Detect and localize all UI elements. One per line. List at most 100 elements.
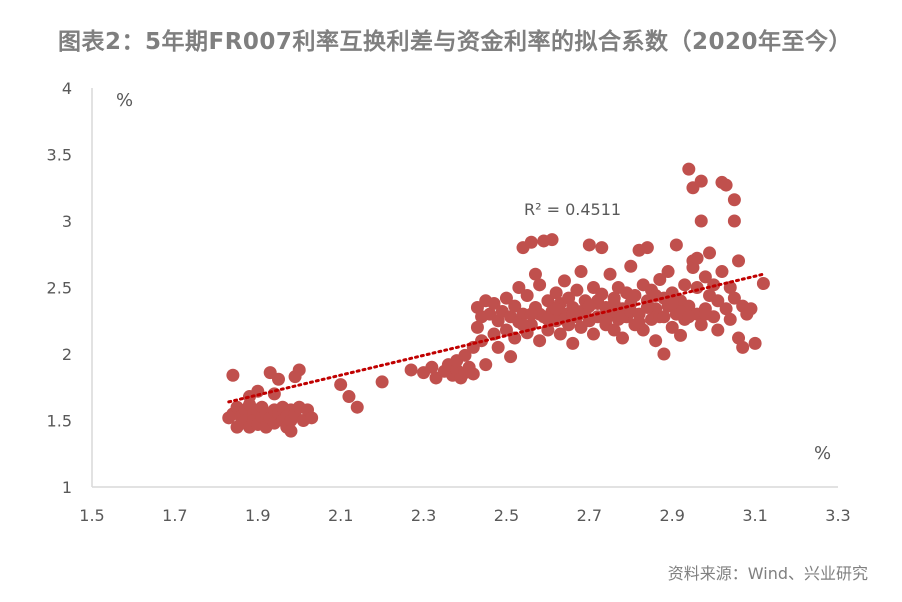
data-point bbox=[425, 360, 439, 374]
data-point bbox=[615, 331, 629, 345]
data-point bbox=[727, 291, 741, 305]
y-unit-label: % bbox=[116, 90, 133, 111]
data-point bbox=[545, 233, 559, 247]
data-point bbox=[566, 307, 580, 321]
data-point bbox=[736, 340, 750, 354]
data-point bbox=[466, 367, 480, 381]
data-point bbox=[657, 310, 671, 324]
data-point bbox=[504, 350, 518, 364]
data-point bbox=[508, 299, 522, 313]
x-tick-labels: 1.5 1.7 1.9 2.1 2.3 2.5 2.7 2.9 3.1 3.3 bbox=[79, 506, 850, 525]
y-tick-label: 2 bbox=[62, 345, 72, 364]
data-point bbox=[727, 214, 741, 228]
data-point bbox=[533, 278, 547, 292]
r-squared-annotation: R² = 0.4511 bbox=[524, 200, 621, 219]
data-point bbox=[624, 259, 638, 273]
data-point bbox=[342, 390, 356, 404]
data-point bbox=[524, 307, 538, 321]
data-point bbox=[711, 323, 725, 337]
x-tick-label: 1.7 bbox=[162, 506, 187, 525]
data-point bbox=[690, 251, 704, 265]
x-tick-label: 2.1 bbox=[328, 506, 353, 525]
data-point bbox=[470, 320, 484, 334]
data-point bbox=[698, 270, 712, 284]
data-point bbox=[305, 411, 319, 425]
data-point bbox=[292, 363, 306, 377]
x-tick-label: 2.9 bbox=[659, 506, 684, 525]
trendline bbox=[227, 272, 765, 404]
data-point bbox=[711, 294, 725, 308]
data-point bbox=[694, 214, 708, 228]
y-tick-label: 3 bbox=[62, 212, 72, 231]
data-point bbox=[649, 334, 663, 348]
data-point bbox=[582, 299, 596, 313]
x-tick-label: 3.3 bbox=[825, 506, 850, 525]
data-point bbox=[541, 294, 555, 308]
data-point bbox=[727, 193, 741, 207]
data-point bbox=[586, 327, 600, 341]
data-point bbox=[541, 312, 555, 326]
data-point bbox=[640, 241, 654, 255]
y-tick-label: 3.5 bbox=[47, 146, 72, 165]
data-point bbox=[512, 281, 526, 294]
data-point bbox=[599, 312, 613, 326]
x-tick-label: 3.1 bbox=[742, 506, 767, 525]
data-point bbox=[694, 318, 708, 332]
data-point bbox=[284, 424, 298, 438]
data-point bbox=[458, 348, 472, 362]
data-point bbox=[230, 420, 244, 434]
data-point bbox=[628, 288, 642, 302]
data-point bbox=[566, 336, 580, 350]
x-tick-label: 2.7 bbox=[577, 506, 602, 525]
chart-title: 图表2：5年期FR007利率互换利差与资金利率的拟合系数（2020年至今） bbox=[58, 29, 852, 55]
data-point bbox=[553, 327, 567, 341]
data-point bbox=[690, 281, 704, 294]
data-point bbox=[603, 267, 617, 281]
data-point bbox=[524, 235, 538, 249]
data-point bbox=[732, 254, 746, 268]
data-point bbox=[756, 277, 770, 291]
data-point bbox=[404, 363, 418, 377]
data-point bbox=[649, 288, 663, 302]
x-tick-label: 1.9 bbox=[245, 506, 270, 525]
data-point bbox=[499, 291, 513, 305]
data-point bbox=[570, 283, 584, 297]
data-point bbox=[661, 265, 675, 279]
data-point bbox=[582, 238, 596, 252]
x-unit-label: % bbox=[814, 443, 831, 464]
data-point bbox=[703, 246, 717, 260]
data-point bbox=[723, 312, 737, 326]
data-point bbox=[267, 387, 281, 401]
data-point bbox=[669, 238, 683, 252]
y-tick-label: 4 bbox=[62, 79, 72, 98]
data-point bbox=[719, 302, 733, 316]
data-point bbox=[653, 273, 667, 287]
data-point bbox=[665, 296, 679, 310]
data-point bbox=[682, 310, 696, 324]
x-tick-label: 1.5 bbox=[79, 506, 104, 525]
data-point bbox=[528, 267, 542, 281]
data-point bbox=[487, 296, 501, 310]
data-point bbox=[719, 178, 733, 192]
data-point bbox=[715, 265, 729, 279]
data-point bbox=[520, 288, 534, 302]
data-point bbox=[479, 358, 493, 372]
data-point bbox=[595, 241, 609, 255]
data-point bbox=[674, 328, 688, 342]
data-point bbox=[607, 323, 621, 337]
data-point bbox=[334, 378, 348, 392]
data-point bbox=[682, 162, 696, 176]
data-point bbox=[698, 307, 712, 321]
data-point bbox=[272, 372, 285, 386]
data-point bbox=[549, 302, 563, 316]
data-point bbox=[226, 368, 240, 382]
data-point bbox=[350, 400, 364, 414]
data-point bbox=[694, 174, 708, 188]
data-points bbox=[222, 162, 770, 438]
y-tick-labels: 1 1.5 2 2.5 3 3.5 4 bbox=[47, 79, 72, 497]
y-tick-label: 1 bbox=[62, 478, 72, 497]
data-point bbox=[574, 265, 588, 279]
x-tick-label: 2.3 bbox=[411, 506, 436, 525]
data-point bbox=[557, 274, 571, 288]
